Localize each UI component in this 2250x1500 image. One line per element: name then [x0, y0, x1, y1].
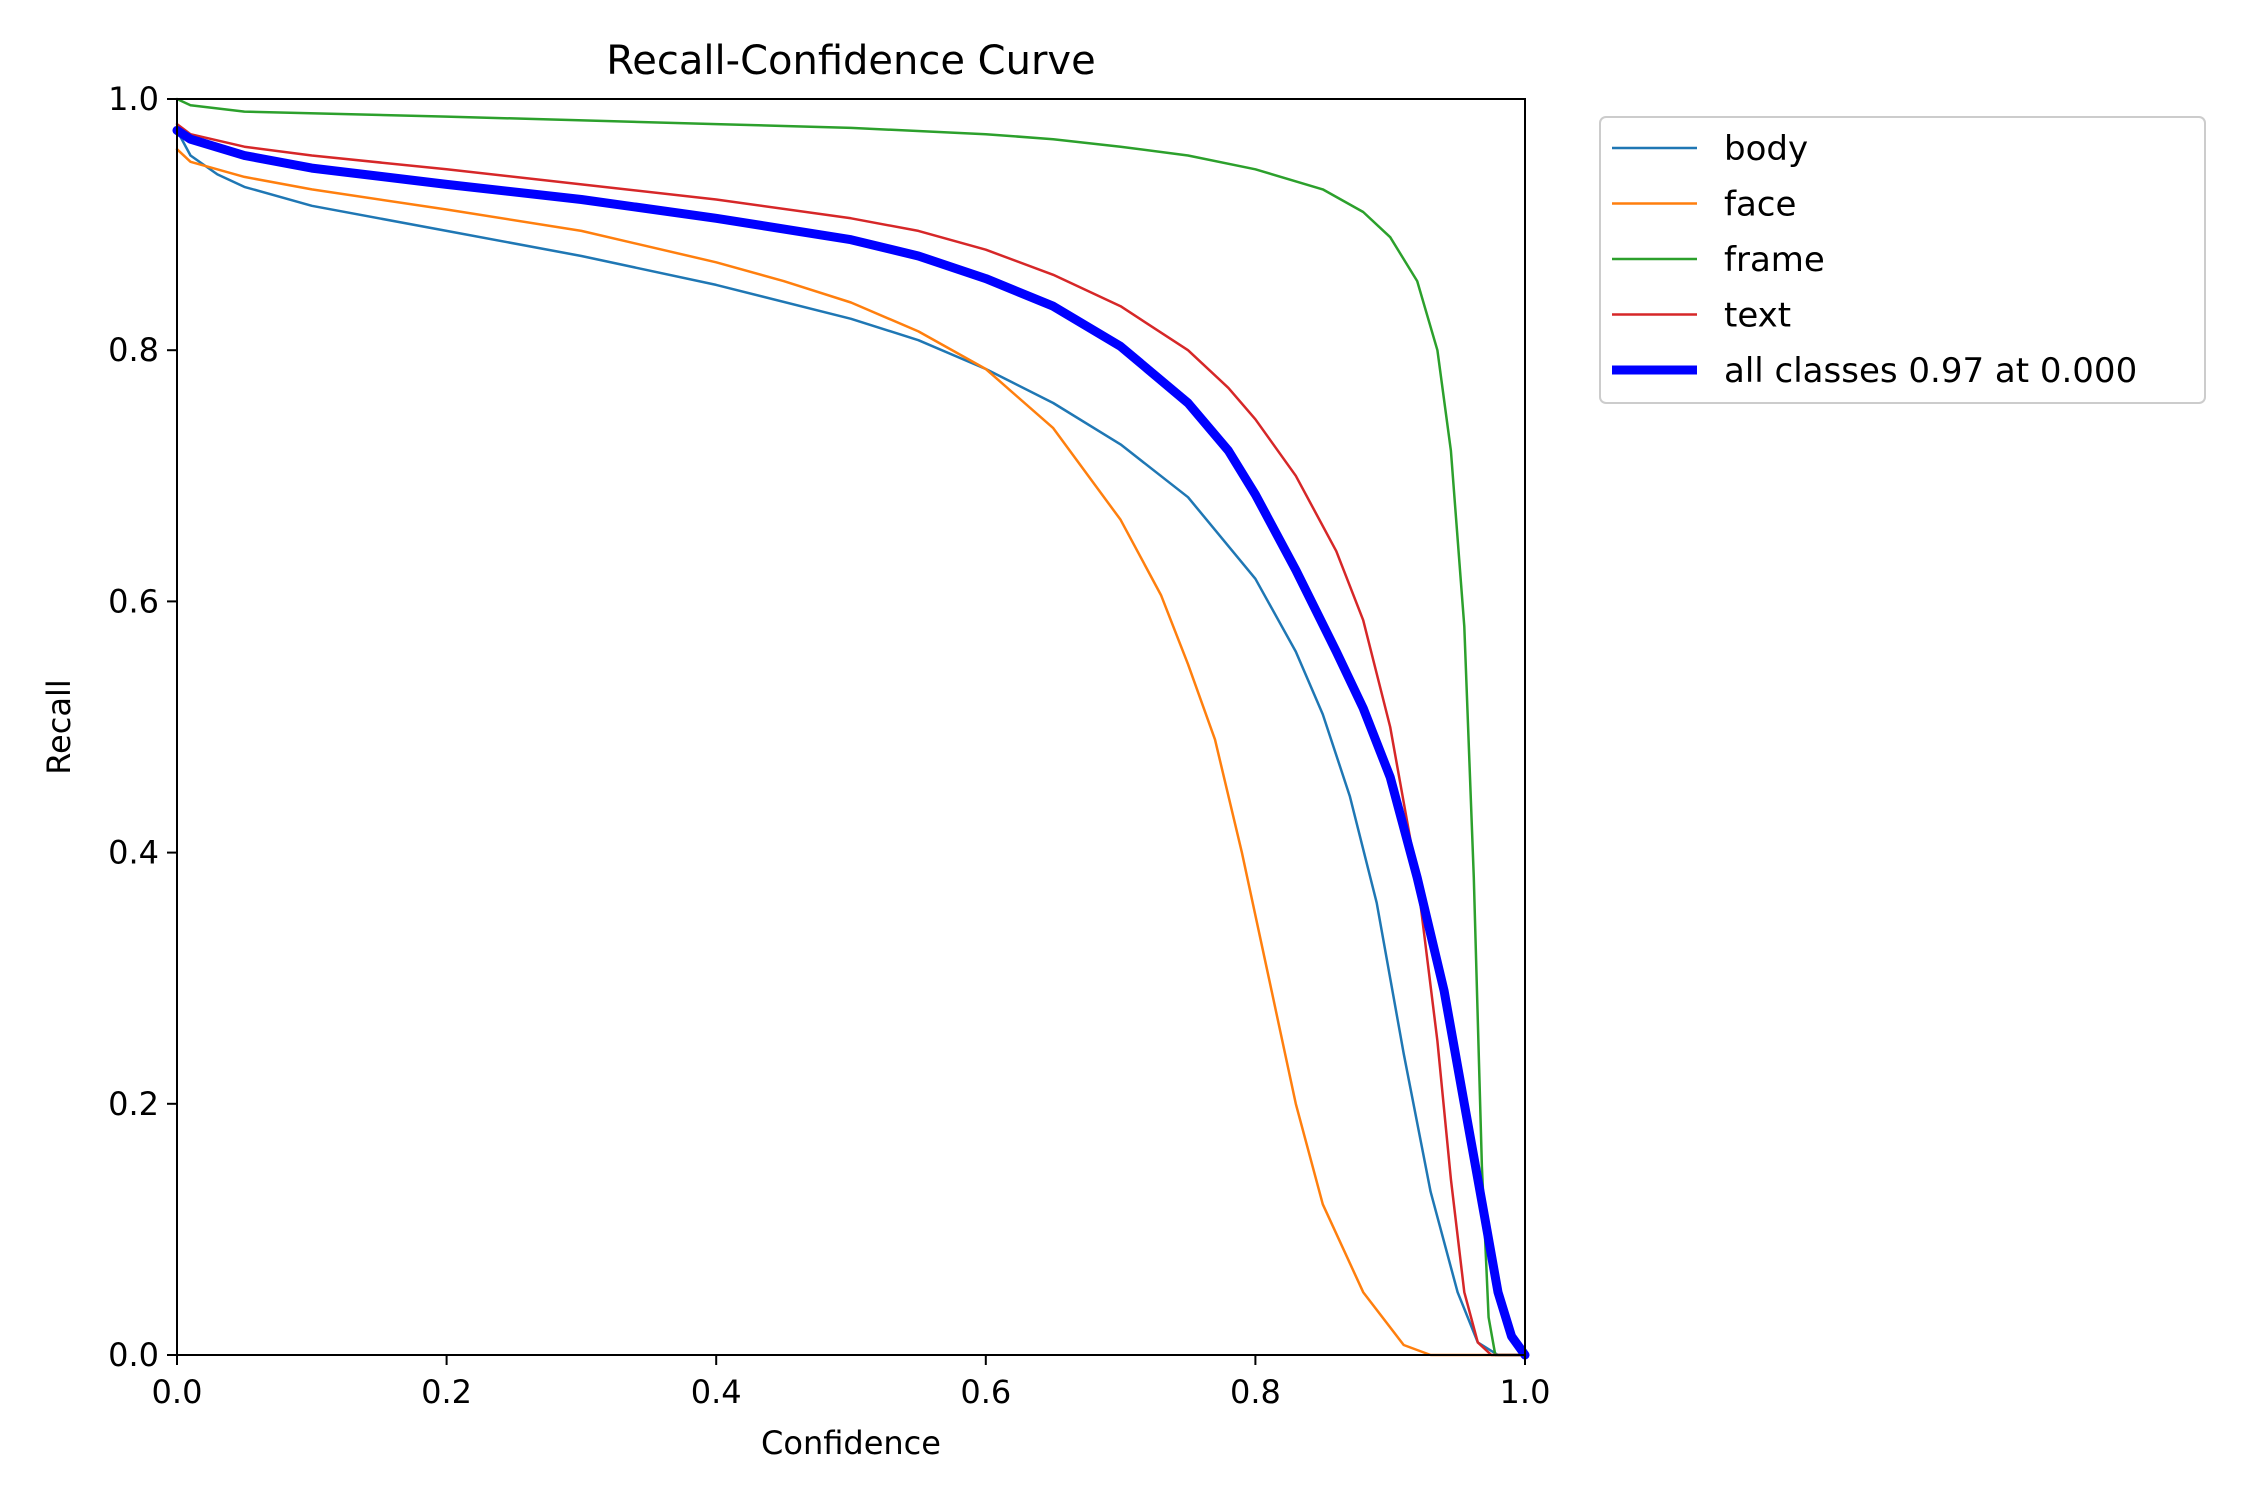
legend-label: text — [1724, 296, 1791, 336]
legend-box — [1599, 116, 2206, 404]
x-tick-label: 0.8 — [1230, 1373, 1281, 1411]
legend-label: face — [1724, 185, 1796, 225]
series-line-text — [175, 122, 1527, 1357]
y-tick-label: 1.0 — [108, 80, 159, 118]
series-line-all-classes-0-97-at-0-000 — [172, 125, 1530, 1360]
legend: body face frame text all classes 0.97 at 0.0… — [1599, 116, 2206, 404]
y-tick-label: 0.4 — [108, 834, 159, 872]
series-line-body — [175, 129, 1527, 1357]
legend-items: body face frame text all classes 0.97 at 0.0… — [1612, 129, 2137, 391]
x-axis-ticks: 0.0 0.2 0.4 0.6 0.8 1.0 — [152, 1355, 1551, 1411]
series-line-face — [175, 147, 1527, 1357]
y-tick-label: 0.0 — [108, 1336, 159, 1374]
legend-label: body — [1724, 129, 1808, 169]
y-tick-label: 0.2 — [108, 1085, 159, 1123]
legend-label: frame — [1724, 240, 1825, 280]
y-axis-ticks: 0.0 0.2 0.4 0.6 0.8 1.0 — [108, 80, 177, 1374]
y-axis-label: Recall — [40, 679, 78, 774]
chart-title: Recall-Confidence Curve — [606, 38, 1095, 84]
x-tick-label: 0.2 — [421, 1373, 472, 1411]
x-tick-label: 0.0 — [152, 1373, 203, 1411]
x-tick-label: 1.0 — [1500, 1373, 1551, 1411]
y-tick-label: 0.6 — [108, 582, 159, 620]
y-tick-label: 0.8 — [108, 331, 159, 369]
x-axis-label: Confidence — [761, 1424, 941, 1462]
x-tick-label: 0.6 — [960, 1373, 1011, 1411]
legend-label: all classes 0.97 at 0.000 — [1724, 351, 2137, 391]
x-tick-label: 0.4 — [691, 1373, 742, 1411]
series-layer — [172, 97, 1530, 1360]
series-line-frame — [175, 97, 1527, 1357]
plot-frame — [176, 98, 1526, 1356]
